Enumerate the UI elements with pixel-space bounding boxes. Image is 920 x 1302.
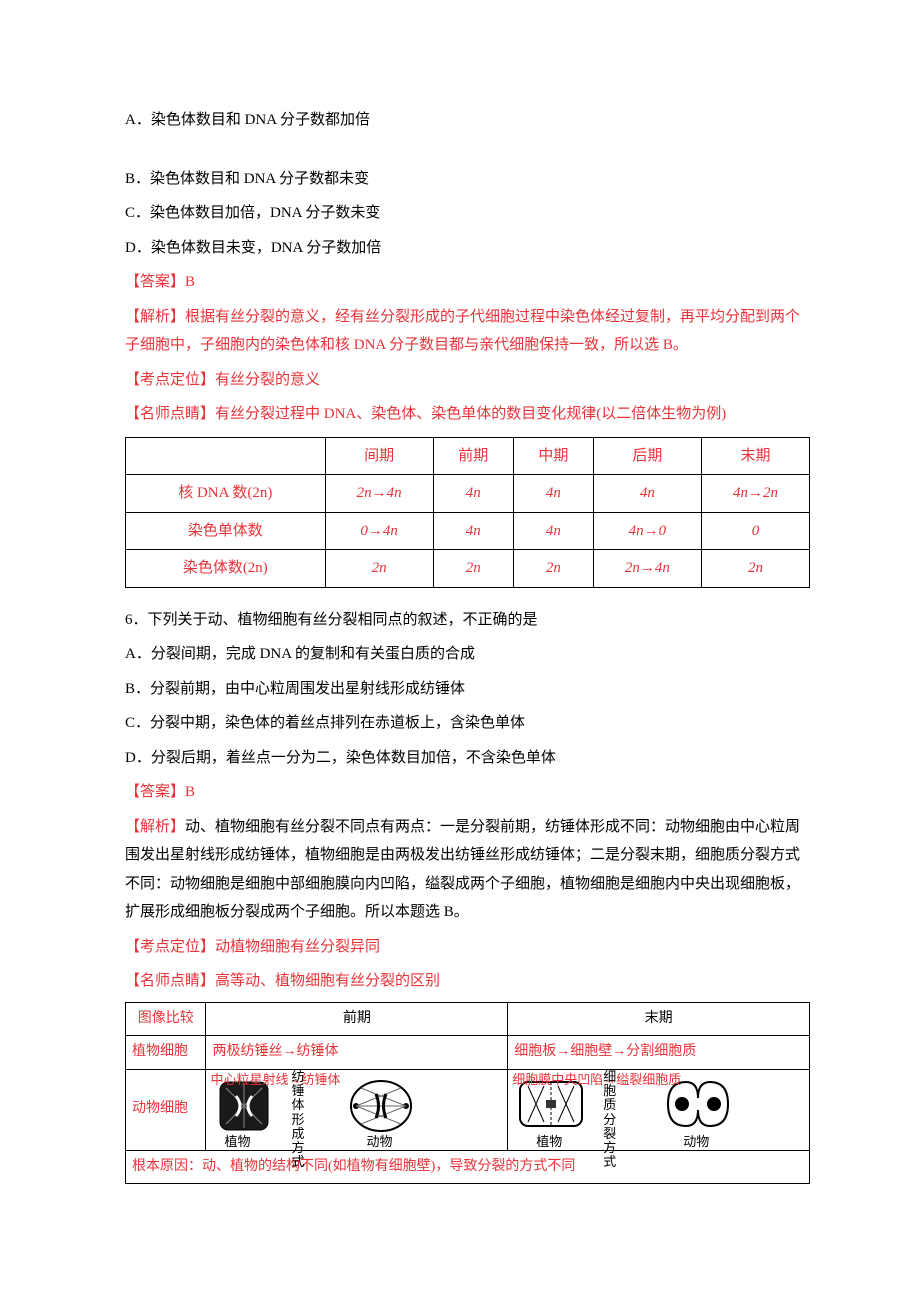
q6-kaodian-text: 动植物细胞有丝分裂异同 <box>215 939 380 955</box>
table-row: 间期 前期 中期 后期 末期 <box>126 437 810 475</box>
q6-answer: 【答案】B <box>125 778 810 807</box>
q6-option-d: D．分裂后期，着丝点一分为二，染色体数目加倍，不含染色单体 <box>125 744 810 773</box>
table-rowhead-dna: 核 DNA 数(2n) <box>126 475 326 513</box>
q5-jiexi-text: 根据有丝分裂的意义，经有丝分裂形成的子代细胞过程中染色体经过复制，再平均分配到两… <box>125 309 800 354</box>
overlay-animal-label: 动物 <box>366 1130 392 1155</box>
table2-plant-label: 植物细胞 <box>126 1036 206 1070</box>
q6-jiexi-label: 【解析】 <box>125 819 185 835</box>
table-header-prophase: 前期 <box>433 437 513 475</box>
table-header-metaphase: 中期 <box>513 437 593 475</box>
table-row: 染色体数(2n) 2n 2n 2n 2n→4n 2n <box>126 550 810 588</box>
table2-animal-pro-text: 中心粒星射线→纺锤体 <box>210 1068 340 1093</box>
table-cell: 2n→4n <box>325 475 433 513</box>
q6-jiexi: 【解析】动、植物细胞有丝分裂不同点有两点：一是分裂前期，纺锤体形成不同：动物细胞… <box>125 813 810 927</box>
q5-option-d: D．染色体数目未变，DNA 分子数加倍 <box>125 234 810 263</box>
q5-jiexi: 【解析】根据有丝分裂的意义，经有丝分裂形成的子代细胞过程中染色体经过复制，再平均… <box>125 303 810 360</box>
q5-mingshi: 【名师点睛】有丝分裂过程中 DNA、染色体、染色单体的数目变化规律(以二倍体生物… <box>125 400 810 429</box>
table2-animal-telo-cell: 细胞膜中央凹陷→缢裂细胞质 细胞质分裂方式 植物 动物 <box>508 1069 810 1150</box>
table-row: 染色单体数 0→4n 4n 4n 4n→0 0 <box>126 512 810 550</box>
q5-mingshi-label: 【名师点睛】 <box>125 406 215 422</box>
table-cell: 0 <box>701 512 809 550</box>
table-rowhead-chromatid: 染色单体数 <box>126 512 326 550</box>
overlay-cyto-method: 细胞质分裂方式 <box>603 1070 623 1170</box>
q6-answer-value: B <box>185 784 195 800</box>
table-cell: 4n→2n <box>701 475 809 513</box>
q5-mingshi-text: 有丝分裂过程中 DNA、染色体、染色单体的数目变化规律(以二倍体生物为例) <box>215 406 726 422</box>
table-cell: 2n <box>433 550 513 588</box>
table-row: 动物细胞 <box>126 1069 810 1150</box>
table-dna-chromosome: 间期 前期 中期 后期 末期 核 DNA 数(2n) 2n→4n 4n 4n 4… <box>125 437 810 588</box>
table-cell: 4n <box>433 475 513 513</box>
overlay-plant-label: 植物 <box>224 1130 250 1155</box>
q5-answer-value: B <box>185 274 195 290</box>
table-cell: 4n <box>513 512 593 550</box>
table-cell: 4n→0 <box>593 512 701 550</box>
q6-answer-label: 【答案】 <box>125 784 185 800</box>
table-cell: 4n <box>593 475 701 513</box>
table-header-anaphase: 后期 <box>593 437 701 475</box>
table-cell: 2n <box>325 550 433 588</box>
table-row: 植物细胞 两极纺锤丝→纺锤体 细胞板→细胞壁→分割细胞质 <box>126 1036 810 1070</box>
q5-answer-label: 【答案】 <box>125 274 185 290</box>
table2-col-telophase: 末期 <box>508 1002 810 1036</box>
q5-option-c: C．染色体数目加倍，DNA 分子数未变 <box>125 199 810 228</box>
q6-option-c: C．分裂中期，染色体的着丝点排列在赤道板上，含染色单体 <box>125 709 810 738</box>
q5-kaodian-label: 【考点定位】 <box>125 372 215 388</box>
table-cell: 2n→4n <box>593 550 701 588</box>
table-cell: 2n <box>513 550 593 588</box>
table2-animal-telo-text: 细胞膜中央凹陷→缢裂细胞质 <box>512 1068 681 1093</box>
q6-mingshi-label: 【名师点睛】 <box>125 973 215 989</box>
overlay-animal-label-right: 动物 <box>683 1130 709 1155</box>
table-header-telophase: 末期 <box>701 437 809 475</box>
q6-kaodian: 【考点定位】动植物细胞有丝分裂异同 <box>125 933 810 962</box>
table-comparison: 图像比较 前期 末期 植物细胞 两极纺锤丝→纺锤体 细胞板→细胞壁→分割细胞质 … <box>125 1002 810 1185</box>
table-cell: 2n <box>701 550 809 588</box>
q5-option-b: B．染色体数目和 DNA 分子数都未变 <box>125 165 810 194</box>
table2-plant-telo: 细胞板→细胞壁→分割细胞质 <box>508 1036 810 1070</box>
q6-mingshi-text: 高等动、植物细胞有丝分裂的区别 <box>215 973 440 989</box>
table2-plant-pro: 两极纺锤丝→纺锤体 <box>206 1036 508 1070</box>
overlay-plant-label-right: 植物 <box>536 1130 562 1155</box>
q6-option-b: B．分裂前期，由中心粒周围发出星射线形成纺锤体 <box>125 675 810 704</box>
table2-col-prophase: 前期 <box>206 1002 508 1036</box>
table-row: 根本原因：动、植物的结构不同(如植物有细胞壁)，导致分裂的方式不同 <box>126 1150 810 1184</box>
q6-kaodian-label: 【考点定位】 <box>125 939 215 955</box>
q6-stem: 6．下列关于动、植物细胞有丝分裂相同点的叙述，不正确的是 <box>125 606 810 635</box>
table2-animal-pro-cell: 中心粒星射线→纺锤体 纺锤体形成方式 植物 动物 <box>206 1069 508 1150</box>
q5-kaodian-text: 有丝分裂的意义 <box>215 372 320 388</box>
q6-stem-text: 下列关于动、植物细胞有丝分裂相同点的叙述，不正确的是 <box>148 612 538 628</box>
q6-jiexi-text: 动、植物细胞有丝分裂不同点有两点：一是分裂前期，纺锤体形成不同：动物细胞由中心粒… <box>125 819 800 921</box>
table-row: 核 DNA 数(2n) 2n→4n 4n 4n 4n 4n→2n <box>126 475 810 513</box>
q6-mingshi: 【名师点睛】高等动、植物细胞有丝分裂的区别 <box>125 967 810 996</box>
q5-answer: 【答案】B <box>125 268 810 297</box>
table2-animal-label: 动物细胞 <box>126 1069 206 1150</box>
animal-prophase-icon <box>346 1076 416 1136</box>
q5-option-a: A．染色体数目和 DNA 分子数都加倍 <box>125 106 810 135</box>
q5-jiexi-label: 【解析】 <box>125 309 185 325</box>
table-cell: 4n <box>513 475 593 513</box>
table-rowhead-chromo: 染色体数(2n) <box>126 550 326 588</box>
table-header-interphase: 间期 <box>325 437 433 475</box>
table-row: 图像比较 前期 末期 <box>126 1002 810 1036</box>
q6-number: 6． <box>125 612 148 628</box>
table-cell: 4n <box>433 512 513 550</box>
table-cell: 0→4n <box>325 512 433 550</box>
overlay-spindle-method: 纺锤体形成方式 <box>291 1070 311 1170</box>
table-header-blank <box>126 437 326 475</box>
q6-option-a: A．分裂间期，完成 DNA 的复制和有关蛋白质的合成 <box>125 640 810 669</box>
table2-reason: 根本原因：动、植物的结构不同(如植物有细胞壁)，导致分裂的方式不同 <box>126 1150 810 1184</box>
q5-kaodian: 【考点定位】有丝分裂的意义 <box>125 366 810 395</box>
table2-corner: 图像比较 <box>126 1002 206 1036</box>
